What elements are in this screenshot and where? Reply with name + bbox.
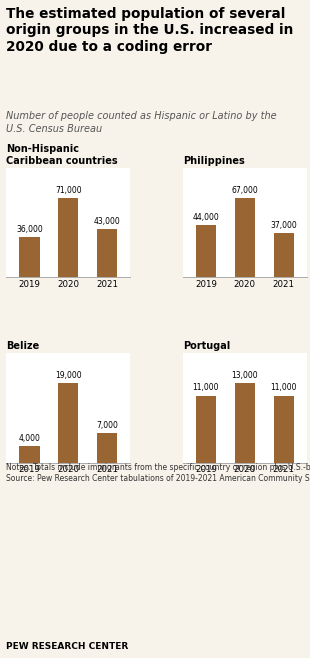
Text: Portugal: Portugal [183, 342, 230, 351]
Bar [97, 434, 117, 463]
Bar [196, 225, 216, 277]
Bar [20, 446, 40, 463]
Bar [20, 237, 40, 277]
Text: Notes: Totals include immigrants from the specific country or region plus U.S.-b: Notes: Totals include immigrants from th… [6, 463, 310, 484]
Text: Philippines: Philippines [183, 156, 244, 166]
Text: The estimated population of several
origin groups in the U.S. increased in
2020 : The estimated population of several orig… [6, 7, 294, 54]
Text: 7,000: 7,000 [96, 421, 118, 430]
Bar [273, 395, 294, 463]
Text: 13,000: 13,000 [232, 371, 258, 380]
Text: 71,000: 71,000 [55, 186, 82, 195]
Text: 67,000: 67,000 [231, 186, 258, 195]
Bar [58, 384, 78, 463]
Text: 19,000: 19,000 [55, 371, 82, 380]
Text: 43,000: 43,000 [94, 217, 121, 226]
Bar [235, 384, 255, 463]
Text: Number of people counted as Hispanic or Latino by the
U.S. Census Bureau: Number of people counted as Hispanic or … [6, 111, 277, 134]
Text: Belize: Belize [6, 342, 39, 351]
Text: 44,000: 44,000 [193, 213, 219, 222]
Text: 4,000: 4,000 [19, 434, 40, 443]
Bar [58, 198, 78, 277]
Text: 11,000: 11,000 [270, 384, 297, 392]
Text: PEW RESEARCH CENTER: PEW RESEARCH CENTER [6, 642, 128, 651]
Bar [273, 234, 294, 277]
Text: 36,000: 36,000 [16, 224, 43, 234]
Text: 11,000: 11,000 [193, 384, 219, 392]
Bar [196, 395, 216, 463]
Text: 37,000: 37,000 [270, 221, 297, 230]
Bar [235, 198, 255, 277]
Bar [97, 229, 117, 277]
Text: Non-Hispanic
Caribbean countries: Non-Hispanic Caribbean countries [6, 144, 118, 166]
